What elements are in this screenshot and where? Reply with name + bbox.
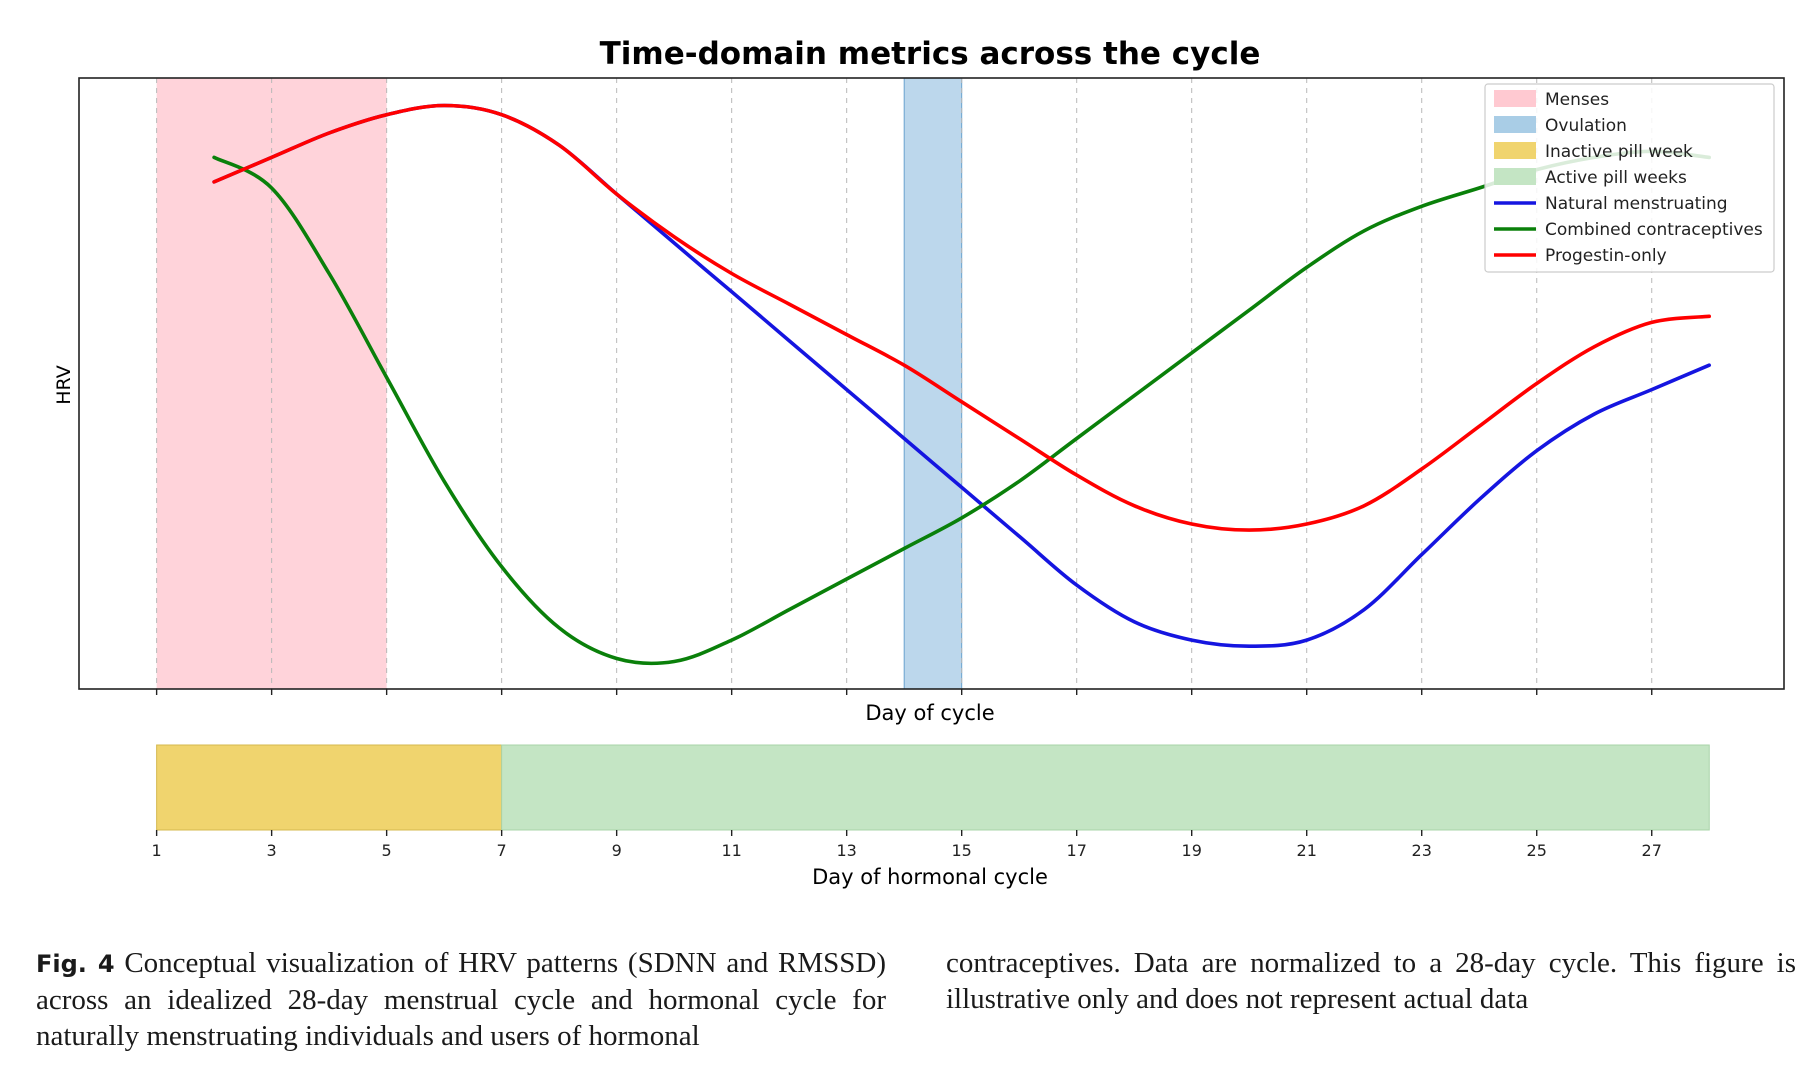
strip-tick-label: 9 (612, 841, 622, 860)
legend: Menses Ovulation Inactive pill week Active … (1484, 83, 1775, 273)
caption-right-text: contraceptives. Data are normalized to a… (946, 947, 1796, 1015)
strip-tick-label: 27 (1642, 841, 1662, 860)
legend-label-ovulation: Ovulation (1545, 116, 1627, 136)
caption-left-text: Conceptual visualization of HRV patterns… (36, 947, 887, 1052)
legend-box (1484, 83, 1775, 273)
strip-tick-label: 1 (152, 841, 162, 860)
strip-x-axis-label: Day of hormonal cycle (812, 865, 1048, 889)
caption-right-column: contraceptives. Data are normalized to a… (946, 945, 1796, 1017)
legend-swatch-menses (1494, 90, 1536, 107)
legend-label-progestin-only: Progestin-only (1545, 246, 1667, 266)
plot-frame (78, 77, 1785, 690)
caption-left-column: Fig. 4 Conceptual visualization of HRV p… (36, 945, 886, 1054)
strip-tick-label: 7 (497, 841, 507, 860)
strip-tick-label: 3 (267, 841, 277, 860)
legend-swatch-inactive-pill-week (1494, 142, 1536, 159)
inactive-pill-week-segment (156, 744, 503, 831)
legend-label-combined-contraceptives: Combined contraceptives (1545, 220, 1763, 240)
legend-swatch-ovulation (1494, 116, 1536, 133)
legend-label-inactive-pill-week: Inactive pill week (1545, 142, 1693, 162)
strip-tick-label: 19 (1182, 841, 1202, 860)
strip-tick-label: 21 (1297, 841, 1317, 860)
strip-tick-label: 25 (1527, 841, 1547, 860)
series-progestin-only-line (212, 103, 1711, 532)
legend-swatch-active-pill-weeks (1494, 168, 1536, 185)
x-axis-label: Day of cycle (865, 701, 994, 725)
figure-label: Fig. 4 (36, 950, 115, 978)
series-combined-contraceptives-line (212, 149, 1711, 666)
strip-tick-label: 17 (1067, 841, 1087, 860)
strip-tick-label: 13 (837, 841, 857, 860)
figure-4: Time-domain metrics across the cycle Day… (53, 36, 1785, 889)
y-axis-label: HRV (53, 365, 75, 404)
legend-label-active-pill-weeks: Active pill weeks (1545, 168, 1687, 188)
active-pill-weeks-segment (501, 744, 1710, 831)
strip-tick-label: 23 (1412, 841, 1432, 860)
legend-label-menses: Menses (1545, 90, 1609, 110)
chart-title: Time-domain metrics across the cycle (600, 36, 1261, 72)
strip-tick-label: 5 (382, 841, 392, 860)
strip-tick-label: 11 (721, 841, 741, 860)
legend-label-natural-menstruating: Natural menstruating (1545, 194, 1728, 214)
strip-tick-label: 15 (952, 841, 972, 860)
